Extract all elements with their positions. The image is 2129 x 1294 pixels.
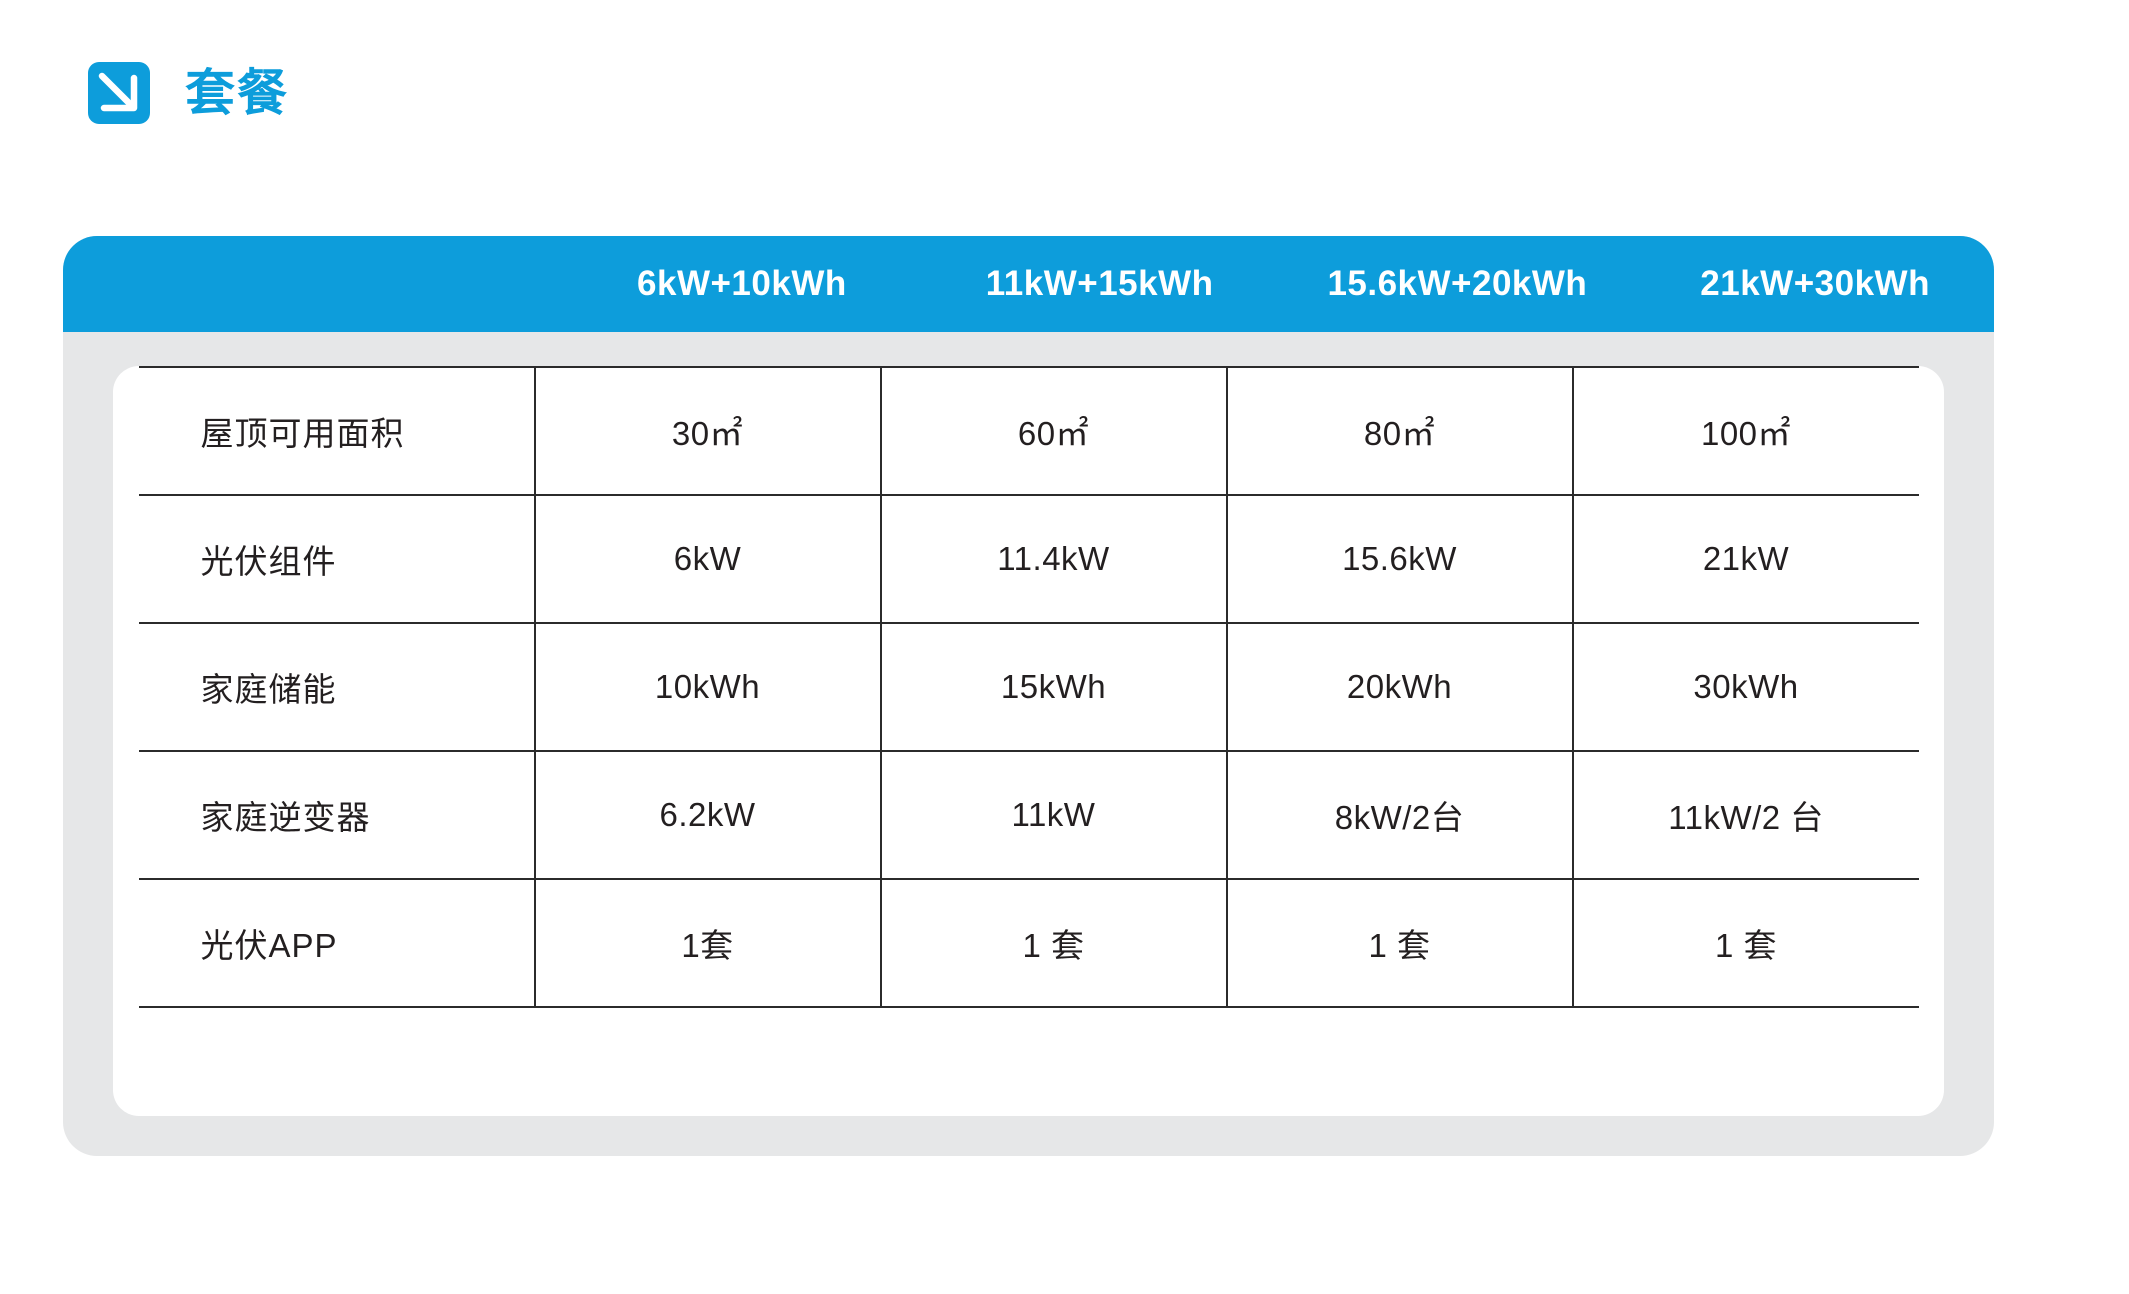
row-3-cell-0: 6.2kW: [533, 750, 881, 879]
row-label: 屋顶可用面积: [138, 366, 535, 495]
spec-card: 6kW+10kWh 11kW+15kWh 15.6kW+20kWh 21kW+3…: [63, 236, 1994, 1156]
row-2-cell-2: 20kWh: [1225, 622, 1573, 751]
row-4-cell-2: 1 套: [1225, 878, 1573, 1008]
section-heading: 套餐: [88, 62, 289, 124]
row-4-cell-0: 1套: [533, 878, 881, 1008]
table-container: 屋顶可用面积 30㎡ 60㎡ 80㎡ 100㎡ 光伏组件 6kW 11.4kW …: [113, 366, 1944, 1116]
table-row: 家庭储能 10kWh 15kWh 20kWh 30kWh: [138, 622, 1919, 751]
row-0-cell-3: 100㎡: [1571, 366, 1919, 495]
table-row: 光伏APP 1套 1 套 1 套 1 套: [138, 878, 1919, 1008]
column-header-4: 21kW+30kWh: [1700, 264, 1930, 303]
table-header-band: 6kW+10kWh 11kW+15kWh 15.6kW+20kWh 21kW+3…: [63, 236, 1994, 332]
row-2-cell-0: 10kWh: [533, 622, 881, 751]
table-row: 家庭逆变器 6.2kW 11kW 8kW/2台 11kW/2 台: [138, 750, 1919, 879]
row-1-cell-2: 15.6kW: [1225, 494, 1573, 623]
row-3-cell-3: 11kW/2 台: [1571, 750, 1919, 879]
row-0-cell-0: 30㎡: [533, 366, 881, 495]
page-title: 套餐: [185, 65, 289, 121]
row-2-cell-3: 30kWh: [1571, 622, 1919, 751]
row-4-cell-1: 1 套: [879, 878, 1227, 1008]
row-label: 光伏组件: [138, 494, 535, 623]
table-row: 光伏组件 6kW 11.4kW 15.6kW 21kW: [138, 494, 1919, 623]
row-2-cell-1: 15kWh: [879, 622, 1227, 751]
arrow-down-right-icon: [88, 62, 150, 124]
row-0-cell-2: 80㎡: [1225, 366, 1573, 495]
row-3-cell-1: 11kW: [879, 750, 1227, 879]
row-3-cell-2: 8kW/2台: [1225, 750, 1573, 879]
table-row: 屋顶可用面积 30㎡ 60㎡ 80㎡ 100㎡: [138, 366, 1919, 495]
row-1-cell-0: 6kW: [533, 494, 881, 623]
row-4-cell-3: 1 套: [1571, 878, 1919, 1008]
row-label: 家庭逆变器: [138, 750, 535, 879]
column-header-3: 15.6kW+20kWh: [1327, 264, 1588, 303]
row-1-cell-1: 11.4kW: [879, 494, 1227, 623]
row-0-cell-1: 60㎡: [879, 366, 1227, 495]
spec-table: 屋顶可用面积 30㎡ 60㎡ 80㎡ 100㎡ 光伏组件 6kW 11.4kW …: [138, 366, 1919, 1008]
row-label: 家庭储能: [138, 622, 535, 751]
row-label: 光伏APP: [138, 878, 535, 1008]
column-header-2: 11kW+15kWh: [985, 264, 1214, 303]
row-1-cell-3: 21kW: [1571, 494, 1919, 623]
column-header-1: 6kW+10kWh: [637, 264, 847, 303]
